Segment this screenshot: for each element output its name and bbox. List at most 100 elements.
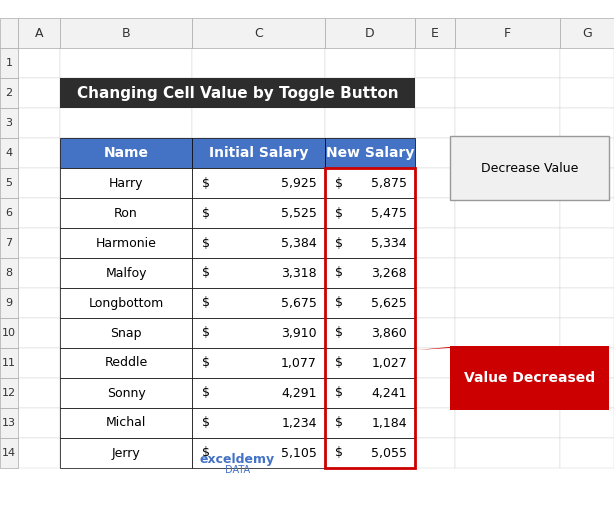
Text: DATA: DATA	[225, 465, 250, 475]
Bar	[60, 198, 192, 228]
Bar	[560, 408, 614, 438]
Bar	[192, 258, 325, 288]
Bar	[60, 138, 192, 168]
Bar	[0, 348, 18, 378]
Text: Longbottom: Longbottom	[88, 297, 164, 309]
Bar	[192, 138, 325, 168]
Text: $: $	[335, 297, 343, 309]
Text: 5,475: 5,475	[371, 207, 407, 219]
Bar	[415, 198, 455, 228]
Bar	[18, 48, 60, 78]
Bar	[60, 348, 192, 378]
Bar	[325, 348, 415, 378]
Bar	[325, 138, 415, 168]
Bar	[192, 108, 325, 138]
Text: Malfoy: Malfoy	[106, 267, 147, 279]
Text: New Salary: New Salary	[326, 146, 414, 160]
Bar	[325, 108, 415, 138]
Bar	[325, 288, 415, 318]
Bar	[60, 438, 192, 468]
Bar	[18, 78, 60, 108]
Text: Harmonie: Harmonie	[96, 237, 157, 249]
Bar	[0, 318, 18, 348]
Text: 3: 3	[6, 118, 12, 128]
Text: $: $	[335, 326, 343, 340]
Bar	[560, 228, 614, 258]
Bar	[192, 408, 325, 438]
Bar	[455, 48, 560, 78]
Bar	[325, 258, 415, 288]
Bar	[60, 138, 192, 168]
Text: 1,184: 1,184	[371, 416, 407, 430]
Bar	[415, 348, 455, 378]
Bar	[415, 18, 455, 48]
Bar	[415, 438, 455, 468]
Bar	[18, 108, 60, 138]
Text: 8: 8	[6, 268, 13, 278]
Text: G: G	[582, 26, 592, 40]
Bar	[325, 318, 415, 348]
Bar	[325, 318, 415, 348]
Bar	[60, 198, 192, 228]
Text: 3,318: 3,318	[281, 267, 317, 279]
Bar	[325, 198, 415, 228]
Bar	[325, 168, 415, 468]
Bar	[455, 378, 560, 408]
Bar	[560, 438, 614, 468]
Text: 12: 12	[2, 388, 16, 398]
Bar	[325, 378, 415, 408]
Text: 5,525: 5,525	[281, 207, 317, 219]
Bar	[192, 168, 325, 198]
Bar	[60, 78, 415, 108]
Text: $: $	[335, 237, 343, 249]
Bar	[192, 288, 325, 318]
Text: 5: 5	[6, 178, 12, 188]
Bar	[18, 408, 60, 438]
Bar	[325, 198, 415, 228]
Bar	[325, 288, 415, 318]
Text: Name: Name	[104, 146, 149, 160]
Text: Initial Salary: Initial Salary	[209, 146, 308, 160]
Text: A: A	[35, 26, 44, 40]
Bar	[0, 408, 18, 438]
Text: $: $	[202, 386, 210, 400]
Text: 5,925: 5,925	[281, 177, 317, 189]
Text: 1,027: 1,027	[371, 356, 407, 370]
Bar	[18, 318, 60, 348]
Text: $: $	[335, 356, 343, 370]
Bar	[560, 378, 614, 408]
Bar	[60, 18, 192, 48]
Bar	[450, 136, 609, 200]
Bar	[0, 108, 18, 138]
Bar	[192, 168, 325, 198]
Bar	[455, 408, 560, 438]
Bar	[0, 138, 18, 168]
Bar	[60, 78, 192, 108]
Bar	[415, 288, 455, 318]
Bar	[415, 78, 455, 108]
Bar	[415, 228, 455, 258]
Bar	[325, 438, 415, 468]
Text: 1,077: 1,077	[281, 356, 317, 370]
Bar	[325, 408, 415, 438]
Bar	[560, 318, 614, 348]
Bar	[0, 288, 18, 318]
Bar	[192, 258, 325, 288]
Text: $: $	[202, 416, 210, 430]
Bar	[325, 228, 415, 258]
Bar	[0, 78, 18, 108]
Bar	[325, 378, 415, 408]
Bar	[192, 318, 325, 348]
Text: 3,268: 3,268	[371, 267, 407, 279]
Bar	[325, 408, 415, 438]
Text: $: $	[202, 326, 210, 340]
Text: Sonny: Sonny	[107, 386, 146, 400]
Text: 5,384: 5,384	[281, 237, 317, 249]
Bar	[325, 348, 415, 378]
Text: 1,234: 1,234	[281, 416, 317, 430]
Bar	[325, 168, 415, 198]
Bar	[18, 168, 60, 198]
Text: $: $	[202, 237, 210, 249]
Text: $: $	[335, 386, 343, 400]
Bar	[192, 348, 325, 378]
